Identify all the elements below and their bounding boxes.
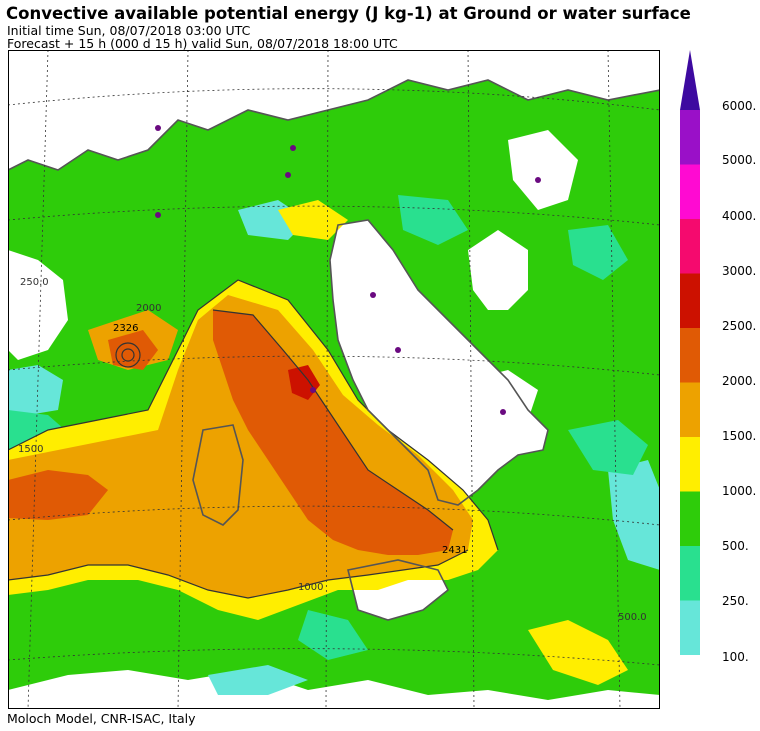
legend-box [680, 491, 700, 546]
color-legend [680, 50, 700, 655]
legend-label: 4000. [722, 209, 757, 223]
legend-box [680, 600, 700, 655]
legend-label: 2500. [722, 319, 757, 333]
legend-box [680, 273, 700, 328]
legend-label: 250. [722, 594, 749, 608]
contour-label-1500: 1500 [18, 444, 43, 455]
legend-label: 2000. [722, 374, 757, 388]
chart-title: Convective available potential energy (J… [6, 4, 691, 23]
cape-map: 2326 2431 2000 1500 1000 500.0 250.0 [8, 50, 660, 709]
legend-color-boxes [680, 50, 700, 655]
cape-2000-2500 [8, 310, 453, 555]
max-label-west: 2326 [113, 323, 138, 334]
contour-lines [8, 279, 499, 599]
legend-label: 100. [722, 650, 749, 664]
legend-arrow [680, 50, 700, 110]
max-label-south: 2431 [442, 545, 467, 556]
graticule [8, 50, 660, 709]
legend-box [680, 110, 700, 165]
country-borders [8, 79, 660, 621]
initial-time: Initial time Sun, 08/07/2018 03:00 UTC [7, 23, 251, 38]
legend-label: 500. [722, 539, 749, 553]
legend-box [680, 328, 700, 383]
legend-box [680, 546, 700, 601]
purple-dots [155, 125, 541, 415]
legend-label: 1000. [722, 484, 757, 498]
legend-box [680, 382, 700, 437]
map-frame [8, 50, 660, 709]
legend-label: 5000. [722, 153, 757, 167]
contour-label-2000: 2000 [136, 303, 161, 314]
contour-label-1000: 1000 [298, 582, 323, 593]
model-credit: Moloch Model, CNR-ISAC, Italy [7, 711, 196, 726]
contour-label-250: 250.0 [20, 277, 49, 288]
legend-box [680, 437, 700, 492]
legend-label: 6000. [722, 99, 757, 113]
legend-box [680, 219, 700, 274]
contour-label-500: 500.0 [618, 612, 647, 623]
forecast-valid-time: Forecast + 15 h (000 d 15 h) valid Sun, … [7, 36, 398, 51]
legend-label: 1500. [722, 429, 757, 443]
legend-box [680, 164, 700, 219]
legend-label: 3000. [722, 264, 757, 278]
